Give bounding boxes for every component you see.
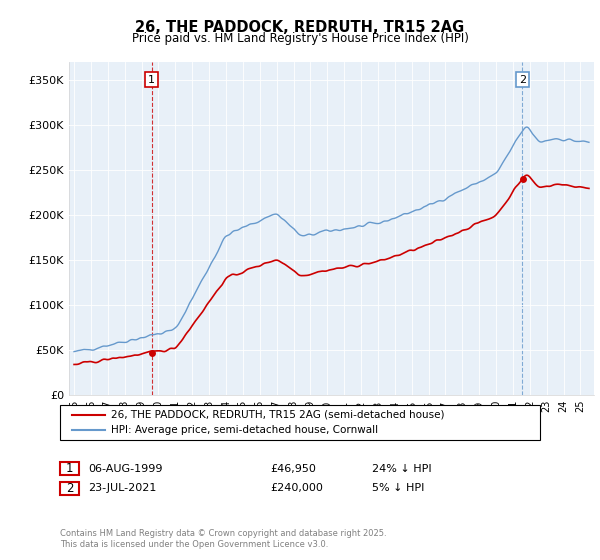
Text: 1: 1 [148,74,155,85]
Text: 06-AUG-1999: 06-AUG-1999 [88,464,163,474]
Text: 24% ↓ HPI: 24% ↓ HPI [372,464,431,474]
Text: £46,950: £46,950 [270,464,316,474]
Text: £240,000: £240,000 [270,483,323,493]
Text: 26, THE PADDOCK, REDRUTH, TR15 2AG (semi-detached house): 26, THE PADDOCK, REDRUTH, TR15 2AG (semi… [111,409,445,419]
Text: 23-JUL-2021: 23-JUL-2021 [88,483,157,493]
Text: Contains HM Land Registry data © Crown copyright and database right 2025.
This d: Contains HM Land Registry data © Crown c… [60,529,386,549]
Text: Price paid vs. HM Land Registry's House Price Index (HPI): Price paid vs. HM Land Registry's House … [131,32,469,45]
Text: 2: 2 [518,74,526,85]
Text: 2: 2 [66,482,73,495]
Text: 5% ↓ HPI: 5% ↓ HPI [372,483,424,493]
Text: HPI: Average price, semi-detached house, Cornwall: HPI: Average price, semi-detached house,… [111,425,378,435]
Text: 26, THE PADDOCK, REDRUTH, TR15 2AG: 26, THE PADDOCK, REDRUTH, TR15 2AG [136,20,464,35]
Text: 1: 1 [66,462,73,475]
